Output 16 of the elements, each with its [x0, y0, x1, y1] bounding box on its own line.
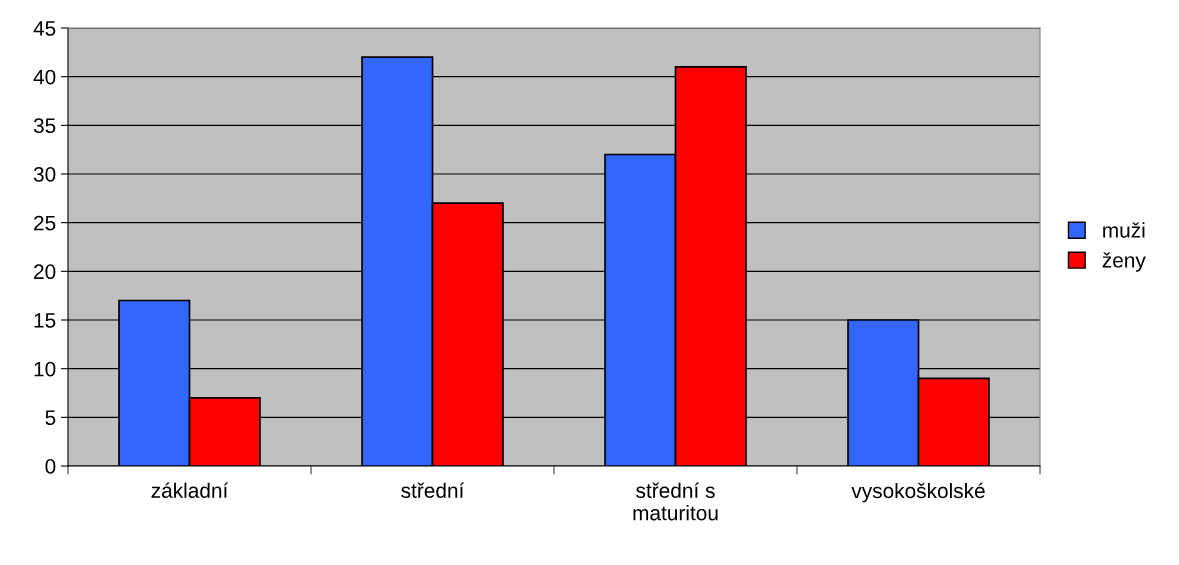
- y-tick-label: 45: [33, 21, 56, 36]
- x-tick-label: základní: [151, 482, 229, 498]
- x-tick-label: střední s maturitou: [633, 482, 718, 521]
- y-tick-label: 20: [34, 264, 56, 280]
- y-tick-label: 5: [45, 410, 56, 426]
- y-tick-label: 10: [34, 361, 56, 377]
- y-tick-label: 25: [34, 215, 56, 231]
- y-tick-label: 35: [33, 118, 56, 134]
- legend-label: muži: [1103, 222, 1145, 238]
- x-tick-label: střední: [401, 482, 465, 498]
- y-tick-label: 0: [45, 459, 56, 474]
- x-tick-label: vysokoškolské: [851, 482, 985, 503]
- legend-label: ženy: [1102, 252, 1146, 272]
- y-tick-label: 40: [33, 69, 56, 85]
- y-tick-label: 15: [34, 313, 56, 328]
- y-tick-label: 30: [33, 167, 56, 182]
